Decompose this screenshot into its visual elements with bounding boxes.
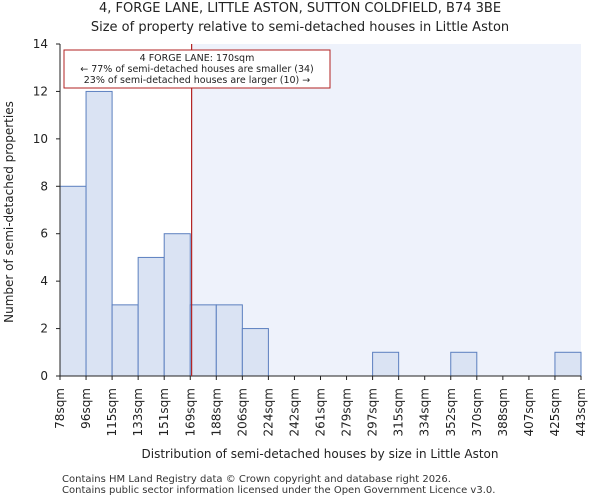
chart-title-line2: Size of property relative to semi-detach… <box>91 20 509 35</box>
bar-206sqm <box>241 328 269 377</box>
y-tick-label-2: 2 <box>40 322 48 336</box>
x-tick-label-133sqm: 133sqm <box>131 388 145 436</box>
annotation-line3: 23% of semi-detached houses are larger (… <box>84 75 311 86</box>
x-tick-label-443sqm: 443sqm <box>574 388 588 436</box>
x-tick-label-261sqm: 261sqm <box>314 388 328 436</box>
x-tick-label-407sqm: 407sqm <box>522 388 536 436</box>
y-tick-label-10: 10 <box>33 132 48 146</box>
x-tick-label-169sqm: 169sqm <box>183 388 197 436</box>
x-tick-label-224sqm: 224sqm <box>261 388 275 436</box>
chart-title-line1: 4, FORGE LANE, LITTLE ASTON, SUTTON COLD… <box>99 1 501 16</box>
annotation-line2: ← 77% of semi-detached houses are smalle… <box>80 64 314 75</box>
y-tick-label-12: 12 <box>33 84 48 98</box>
bar-169sqm <box>189 304 217 377</box>
bar-425sqm <box>554 351 582 377</box>
x-tick-label-370sqm: 370sqm <box>470 388 484 436</box>
y-tick-label-4: 4 <box>40 274 48 288</box>
x-tick-label-388sqm: 388sqm <box>496 388 510 436</box>
y-tick-label-8: 8 <box>40 179 48 193</box>
bar-297sqm <box>372 351 400 377</box>
y-tick-label-14: 14 <box>33 37 48 51</box>
x-tick-label-151sqm: 151sqm <box>157 388 171 436</box>
y-axis-label: Number of semi-detached properties <box>2 101 16 323</box>
footer-attribution-1: Contains HM Land Registry data © Crown c… <box>62 474 451 485</box>
bar-133sqm <box>137 256 165 377</box>
annotation-box: 4 FORGE LANE: 170sqm ← 77% of semi-detac… <box>63 49 331 89</box>
x-tick-label-188sqm: 188sqm <box>209 388 223 436</box>
x-axis-label: Distribution of semi-detached houses by … <box>142 447 499 461</box>
x-tick-label-115sqm: 115sqm <box>105 388 119 436</box>
x-tick-label-334sqm: 334sqm <box>418 388 432 436</box>
x-tick-label-206sqm: 206sqm <box>235 388 249 436</box>
x-tick-label-96sqm: 96sqm <box>79 388 93 429</box>
x-tick-label-315sqm: 315sqm <box>392 388 406 436</box>
bar-115sqm <box>111 304 139 377</box>
annotation-box-border <box>63 49 331 89</box>
x-tick-label-297sqm: 297sqm <box>366 388 380 436</box>
y-tick-label-0: 0 <box>40 369 48 383</box>
x-tick-label-78sqm: 78sqm <box>53 388 67 429</box>
x-tick-label-242sqm: 242sqm <box>287 388 301 436</box>
x-tick-label-425sqm: 425sqm <box>548 388 562 436</box>
x-tick-label-279sqm: 279sqm <box>340 388 354 436</box>
bar-151sqm <box>163 233 191 377</box>
larger-region-background <box>191 44 582 376</box>
bar-188sqm <box>215 304 243 377</box>
bar-352sqm <box>450 351 478 377</box>
bar-78sqm <box>59 185 87 377</box>
x-tick-label-352sqm: 352sqm <box>444 388 458 436</box>
annotation-line1: 4 FORGE LANE: 170sqm <box>140 53 255 64</box>
footer-attribution-2: Contains public sector information licen… <box>62 485 496 496</box>
bar-96sqm <box>85 90 113 377</box>
y-tick-label-6: 6 <box>40 227 48 241</box>
